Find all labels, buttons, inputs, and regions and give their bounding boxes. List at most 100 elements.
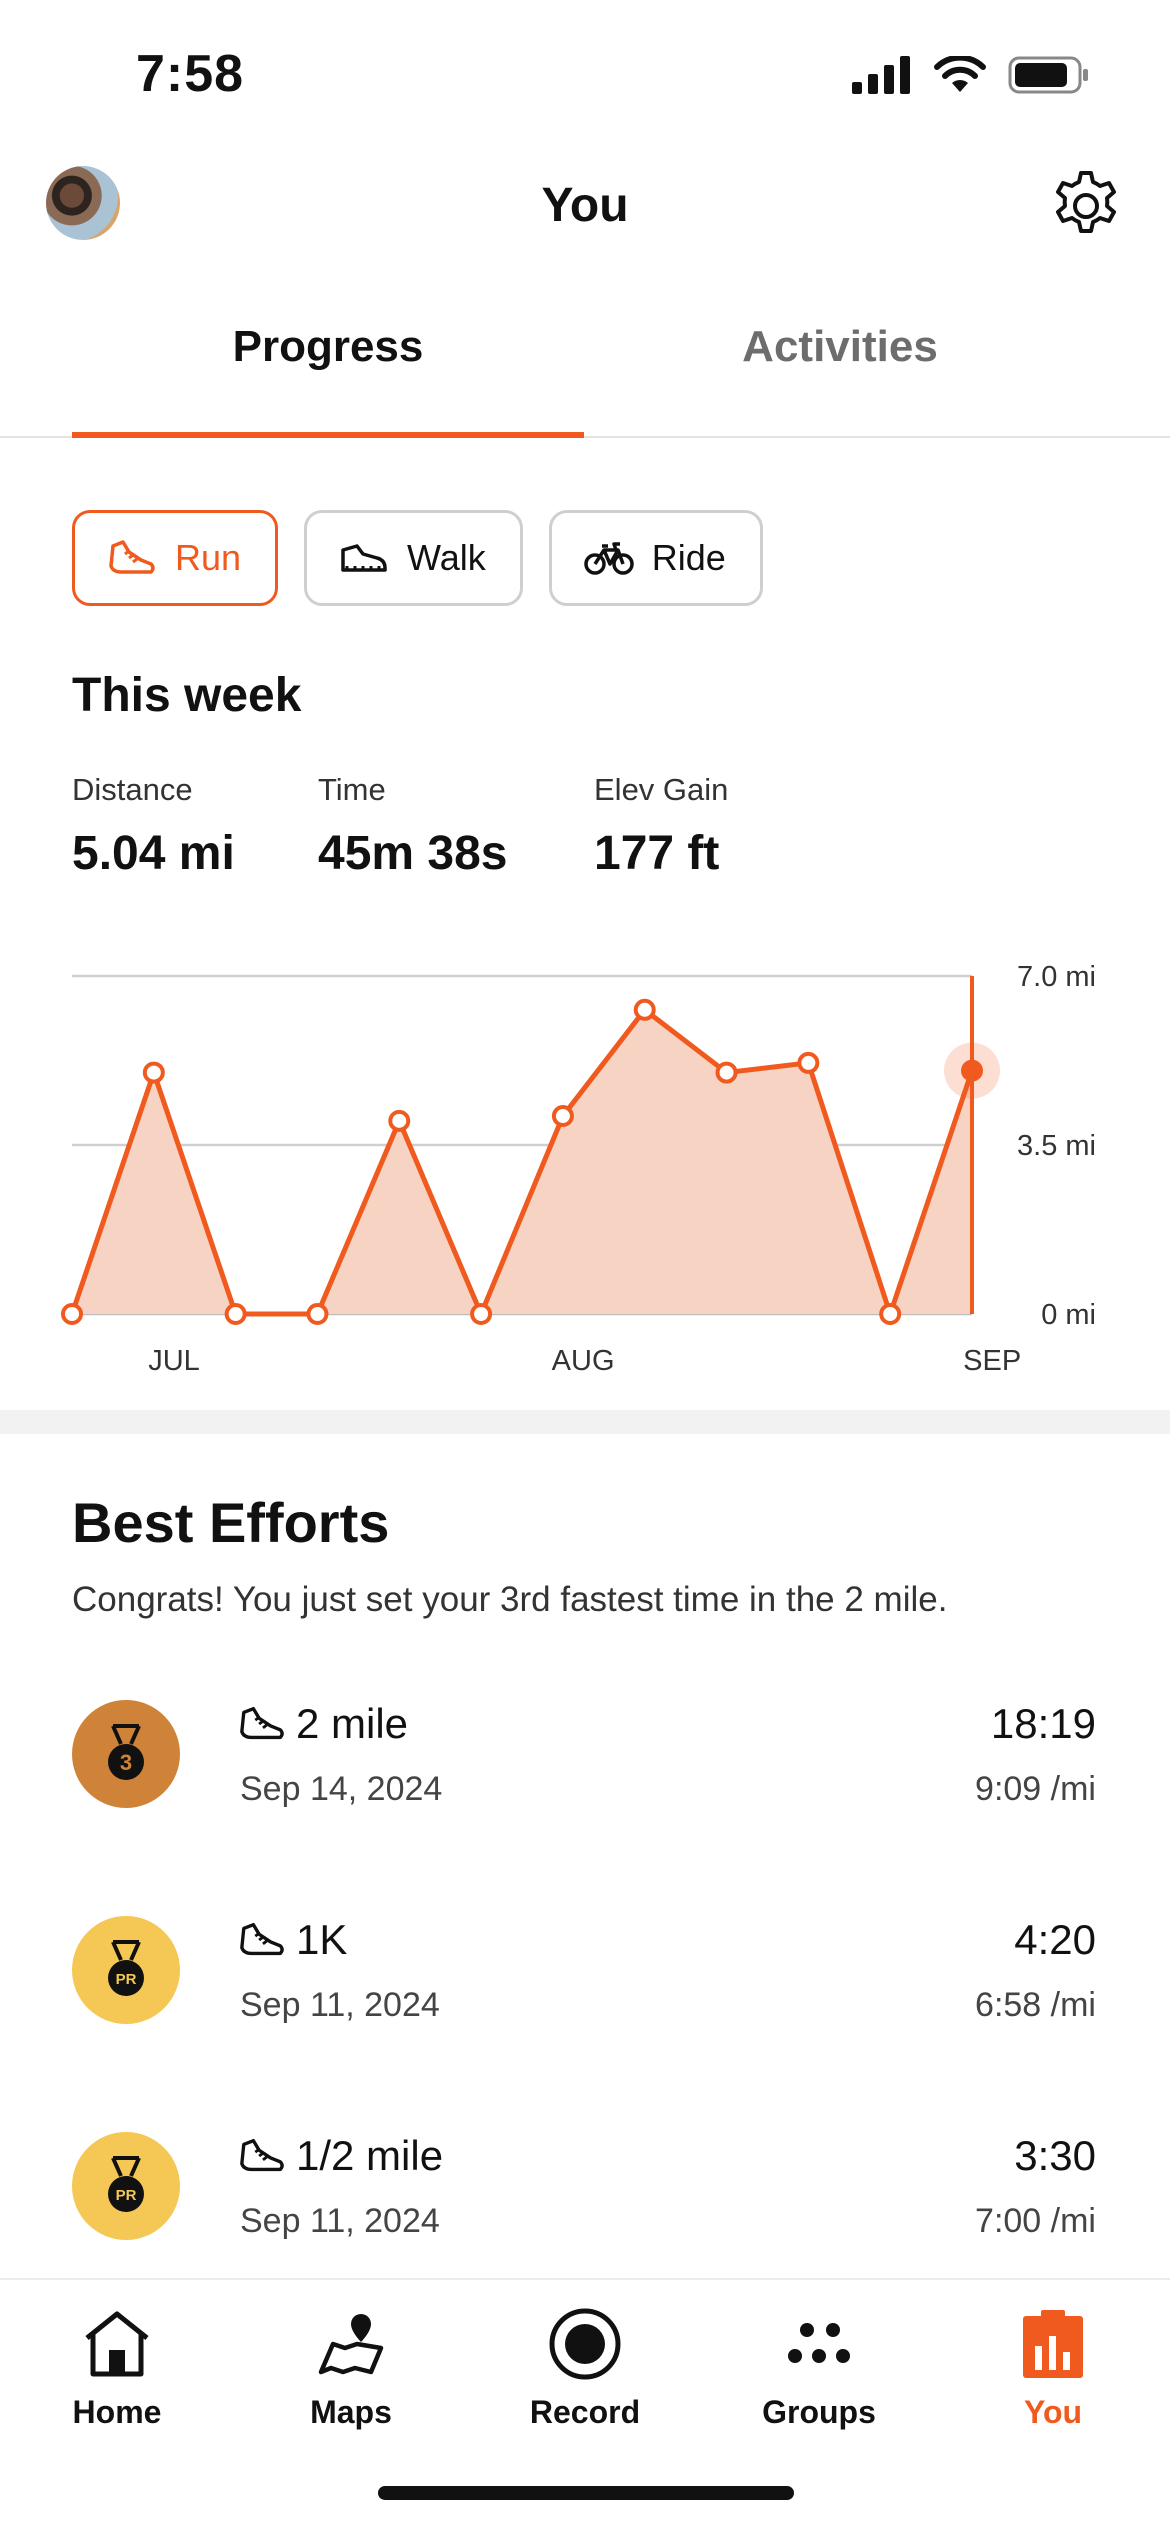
effort-pace: 7:00 /mi [975, 2202, 1096, 2240]
run-shoe-icon [240, 1706, 284, 1740]
wifi-icon [934, 56, 986, 92]
record-icon [549, 2308, 621, 2380]
chart-svg: 7.0 mi 3.5 mi 0 mi JUL AUG SEP [61, 961, 1096, 1377]
chart-area [72, 1009, 972, 1314]
medal-icon: PR [108, 2156, 144, 2212]
weekly-distance-chart[interactable]: 7.0 mi 3.5 mi 0 mi JUL AUG SEP [0, 940, 1170, 1400]
medal-badge: PR [72, 1916, 180, 2024]
current-data-point [961, 1059, 983, 1082]
effort-name-label: 1K [296, 1916, 348, 1963]
data-point [388, 1109, 411, 1132]
x-tick-label: JUL [148, 1345, 200, 1377]
stat-value: 45m 38s [318, 827, 508, 880]
medal-rank: PR [116, 1971, 137, 1988]
gear-icon [1056, 171, 1116, 233]
stat-time: Time 45m 38s [318, 772, 508, 881]
sport-chip-ride[interactable]: Ride [548, 510, 763, 606]
nav-label: Groups [762, 2394, 876, 2430]
effort-name-label: 1/2 mile [296, 2132, 444, 2179]
stat-value: 5.04 mi [72, 827, 235, 880]
effort-time: 4:20 [1014, 1916, 1096, 1963]
effort-time: 18:19 [990, 1700, 1096, 1747]
effort-time: 3:30 [1014, 2132, 1096, 2179]
stat-label: Elev Gain [594, 772, 729, 807]
section-divider [0, 1410, 1170, 1434]
battery-icon [1008, 56, 1088, 94]
data-point [306, 1303, 329, 1325]
data-point [633, 998, 656, 1021]
medal-badge: PR [72, 2132, 180, 2240]
best-effort-row[interactable]: 3 2 mile Sep 14, 2024 18:19 9:09 /mi [0, 1700, 1170, 1870]
medal-icon: 3 [108, 1724, 144, 1780]
sport-chip-label: Walk [407, 537, 486, 578]
bike-icon [583, 542, 634, 575]
run-shoe-icon [109, 540, 155, 574]
data-point [879, 1303, 902, 1325]
nav-item-you[interactable]: You [936, 2298, 1170, 2431]
tab-progress[interactable]: Progress [232, 322, 424, 371]
chart-line [69, 1007, 975, 1317]
effort-date: Sep 11, 2024 [240, 2202, 440, 2240]
tab-bar: Progress Activities [0, 270, 1170, 438]
walk-shoe-icon [341, 544, 387, 572]
effort-pace: 6:58 /mi [975, 1986, 1096, 2024]
nav-item-groups[interactable]: Groups [702, 2298, 936, 2431]
data-point [797, 1051, 820, 1074]
stat-value: 177 ft [594, 827, 720, 880]
sport-chip-run[interactable]: Run [72, 510, 279, 606]
stat-elev-gain: Elev Gain 177 ft [594, 772, 728, 881]
y-tick-label: 7.0 mi [1017, 961, 1096, 993]
effort-name: 1/2 mile [238, 2132, 443, 2180]
home-icon [85, 2311, 149, 2377]
data-point [551, 1105, 574, 1128]
section-title-this-week: This week [72, 669, 302, 722]
best-effort-row[interactable]: PR 1K Sep 11, 2024 4:20 6:58 /mi [0, 1916, 1170, 2086]
x-tick-label: SEP [963, 1345, 1021, 1377]
medal-icon: PR [108, 1940, 144, 1996]
stat-label: Time [318, 772, 386, 807]
nav-label: Maps [310, 2394, 392, 2430]
data-point [224, 1303, 247, 1325]
status-time: 7:58 [136, 45, 245, 103]
effort-date: Sep 14, 2024 [240, 1770, 443, 1808]
nav-label: Record [529, 2394, 641, 2430]
stat-label: Distance [72, 772, 193, 807]
sport-filter: Run Walk Ride [72, 510, 763, 606]
effort-pace: 9:09 /mi [975, 1770, 1096, 1808]
nav-item-home[interactable]: Home [0, 2298, 234, 2431]
run-shoe-icon [240, 2138, 284, 2172]
data-point [61, 1303, 83, 1325]
run-shoe-icon [240, 1922, 284, 1956]
home-indicator [378, 2486, 794, 2500]
best-effort-row[interactable]: PR 1/2 mile Sep 11, 2024 3:30 7:00 /mi [0, 2132, 1170, 2302]
status-icons [852, 56, 1090, 94]
nav-item-maps[interactable]: Maps [234, 2298, 468, 2431]
effort-name: 1K [238, 1916, 347, 1964]
avatar[interactable] [46, 166, 120, 240]
nav-item-record[interactable]: Record [468, 2298, 702, 2431]
sport-chip-label: Run [175, 537, 242, 578]
data-point [470, 1303, 493, 1325]
header: You [0, 150, 1170, 270]
section-title-best-efforts: Best Efforts [72, 1491, 390, 1554]
x-tick-label: AUG [552, 1345, 615, 1377]
data-point [715, 1061, 738, 1084]
page-title: You [541, 179, 629, 232]
groups-icon [788, 2323, 850, 2363]
effort-date: Sep 11, 2024 [240, 1986, 440, 2024]
you-chart-icon [1023, 2310, 1083, 2378]
effort-name: 2 mile [238, 1700, 408, 1748]
best-efforts-subtitle: Congrats! You just set your 3rd fastest … [72, 1580, 948, 1619]
active-tab-indicator [72, 432, 584, 438]
nav-label: You [1023, 2394, 1083, 2430]
map-icon [318, 2314, 384, 2375]
medal-rank: 3 [120, 1750, 132, 1775]
sport-chip-walk[interactable]: Walk [304, 510, 523, 606]
y-tick-label: 0 mi [1041, 1299, 1096, 1331]
y-tick-label: 3.5 mi [1017, 1130, 1096, 1162]
tab-activities[interactable]: Activities [742, 322, 938, 371]
sport-chip-label: Ride [651, 537, 726, 578]
nav-label: Home [72, 2394, 162, 2430]
medal-badge: 3 [72, 1700, 180, 1808]
settings-button[interactable] [1048, 168, 1124, 244]
